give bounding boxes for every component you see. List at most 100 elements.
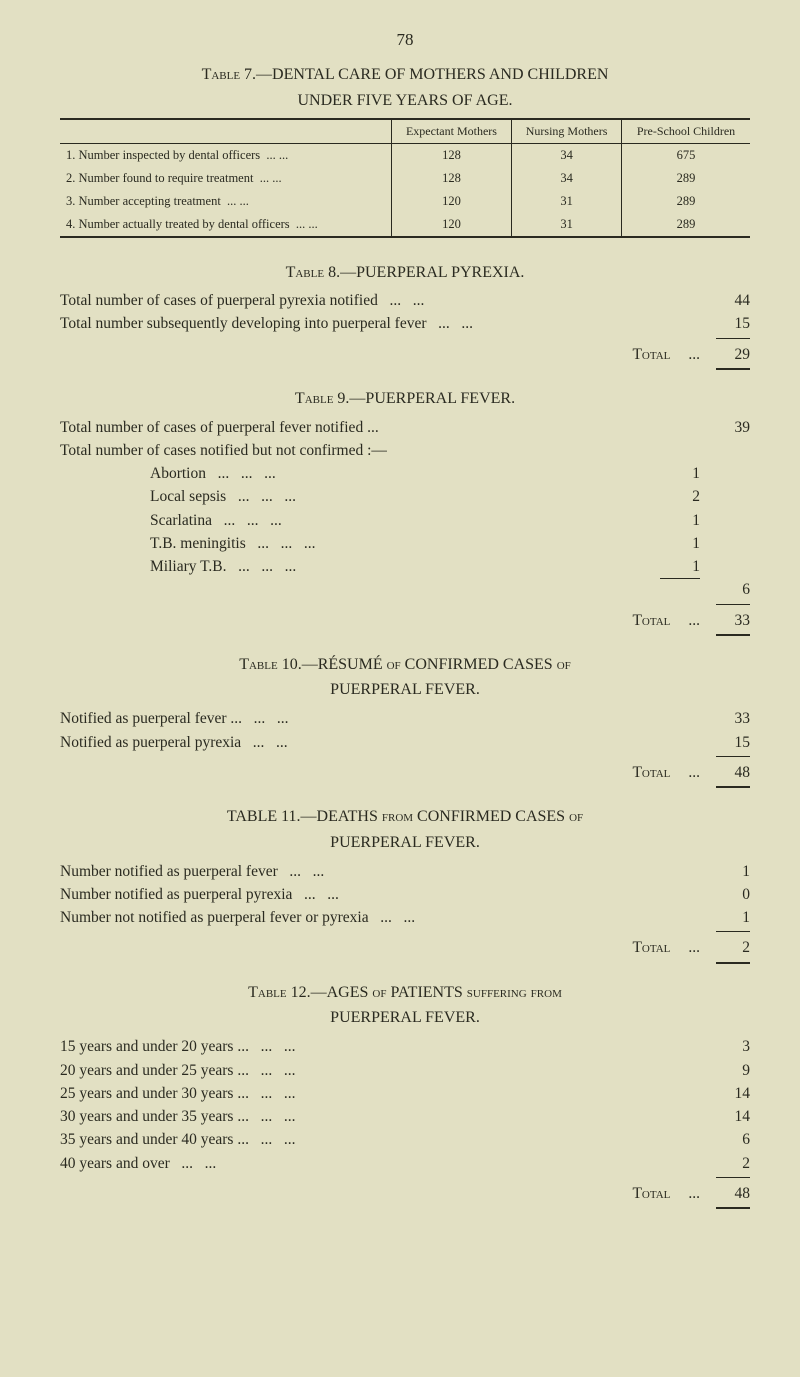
row-label: Total number of cases of puerperal pyrex… xyxy=(60,289,700,312)
table-row: Miliary T.B. ... ... ...1 xyxy=(150,555,750,578)
row-label: Number notified as puerperal fever ... .… xyxy=(60,860,700,883)
cell: 289 xyxy=(621,190,750,213)
row-desc: 4. Number actually treated by dental off… xyxy=(60,213,391,237)
cell: 675 xyxy=(621,143,750,167)
table-row: 2. Number found to require treatment ...… xyxy=(60,167,750,190)
table7: Expectant Mothers Nursing Mothers Pre-Sc… xyxy=(60,118,750,238)
row-value: 1 xyxy=(670,462,700,485)
row-value: 14 xyxy=(700,1082,750,1105)
table9-block: Total number of cases of puerperal fever… xyxy=(60,416,750,636)
document-page: 78 Table 7.—DENTAL CARE OF MOTHERS AND C… xyxy=(0,0,800,1253)
total-label: Total xyxy=(632,1182,670,1205)
row-value: 2 xyxy=(700,1152,750,1175)
row-value: 15 xyxy=(700,731,750,754)
table9-title: Table 9.—PUERPERAL FEVER. xyxy=(60,388,750,410)
total-label: Total xyxy=(632,936,670,959)
table12-block: 15 years and under 20 years ... ... ...3… xyxy=(60,1035,750,1209)
row-desc: 3. Number accepting treatment ... ... xyxy=(60,190,391,213)
table-row: 25 years and under 30 years ... ... ...1… xyxy=(60,1082,750,1105)
col-header: Nursing Mothers xyxy=(512,119,622,144)
table-row: 35 years and under 40 years ... ... ...6 xyxy=(60,1128,750,1151)
col-header: Expectant Mothers xyxy=(391,119,512,144)
table12-title-l1: Table 12.—AGES of PATIENTS suffering fro… xyxy=(60,982,750,1004)
row-label: Total number subsequently developing int… xyxy=(60,312,700,335)
row-value: 9 xyxy=(700,1059,750,1082)
total-label: Total xyxy=(632,343,670,366)
row-desc: 1. Number inspected by dental officers .… xyxy=(60,143,391,167)
row-value: 1 xyxy=(700,906,750,929)
row-label: Miliary T.B. ... ... ... xyxy=(150,555,670,578)
row-label: Number notified as puerperal pyrexia ...… xyxy=(60,883,700,906)
row-value: 1 xyxy=(670,555,700,578)
subtotal: 6 xyxy=(700,578,750,601)
cell: 34 xyxy=(512,143,622,167)
table-row: Notified as puerperal pyrexia ... ...15 xyxy=(60,731,750,754)
row-value: 15 xyxy=(700,312,750,335)
table-row: 30 years and under 35 years ... ... ...1… xyxy=(60,1105,750,1128)
row-value: 1 xyxy=(670,509,700,532)
row-label: Abortion ... ... ... xyxy=(150,462,670,485)
cell: 120 xyxy=(391,190,512,213)
table7-subtitle: UNDER FIVE YEARS OF AGE. xyxy=(60,92,750,110)
total-value: 33 xyxy=(700,609,750,632)
row-label: 35 years and under 40 years ... ... ... xyxy=(60,1128,700,1151)
table-row: Total number subsequently developing int… xyxy=(60,312,750,335)
table8-title: Table 8.—PUERPERAL PYREXIA. xyxy=(60,262,750,284)
total-value: 2 xyxy=(700,936,750,959)
row-value: 44 xyxy=(700,289,750,312)
row-label: Total number of cases notified but not c… xyxy=(60,439,700,462)
cell: 289 xyxy=(621,213,750,237)
cell: 120 xyxy=(391,213,512,237)
cell: 31 xyxy=(512,190,622,213)
row-label: 30 years and under 35 years ... ... ... xyxy=(60,1105,700,1128)
table-row: 20 years and under 25 years ... ... ...9 xyxy=(60,1059,750,1082)
table11-block: Number notified as puerperal fever ... .… xyxy=(60,860,750,964)
row-label: 20 years and under 25 years ... ... ... xyxy=(60,1059,700,1082)
row-value: 0 xyxy=(700,883,750,906)
row-value: 6 xyxy=(700,1128,750,1151)
table-row: Abortion ... ... ...1 xyxy=(150,462,750,485)
total-value: 29 xyxy=(700,343,750,366)
total-label: Total xyxy=(632,609,670,632)
table-row: Scarlatina ... ... ...1 xyxy=(150,509,750,532)
table-row: 4. Number actually treated by dental off… xyxy=(60,213,750,237)
table-row: Number notified as puerperal pyrexia ...… xyxy=(60,883,750,906)
cell: 31 xyxy=(512,213,622,237)
page-number: 78 xyxy=(60,30,750,50)
row-label: Number not notified as puerperal fever o… xyxy=(60,906,700,929)
table-row: Number notified as puerperal fever ... .… xyxy=(60,860,750,883)
cell: 34 xyxy=(512,167,622,190)
row-value: 1 xyxy=(670,532,700,555)
row-label: Notified as puerperal pyrexia ... ... xyxy=(60,731,700,754)
table-row: 1. Number inspected by dental officers .… xyxy=(60,143,750,167)
table-row: Notified as puerperal fever ... ... ...3… xyxy=(60,707,750,730)
table10-block: Notified as puerperal fever ... ... ...3… xyxy=(60,707,750,788)
cell: 128 xyxy=(391,167,512,190)
row-label: 25 years and under 30 years ... ... ... xyxy=(60,1082,700,1105)
cell: 289 xyxy=(621,167,750,190)
col-header: Pre-School Children xyxy=(621,119,750,144)
table-row: 40 years and over ... ...2 xyxy=(60,1152,750,1175)
table-row: Local sepsis ... ... ...2 xyxy=(150,485,750,508)
row-value: 1 xyxy=(700,860,750,883)
table10-title-l2: PUERPERAL FEVER. xyxy=(60,681,750,699)
total-value: 48 xyxy=(700,1182,750,1205)
row-label: T.B. meningitis ... ... ... xyxy=(150,532,670,555)
table8-block: Total number of cases of puerperal pyrex… xyxy=(60,289,750,370)
row-label: Scarlatina ... ... ... xyxy=(150,509,670,532)
table-row: Number not notified as puerperal fever o… xyxy=(60,906,750,929)
table10-title-l1: Table 10.—RÉSUMÉ of CONFIRMED CASES of xyxy=(60,654,750,676)
cell: 128 xyxy=(391,143,512,167)
total-value: 48 xyxy=(700,761,750,784)
table12-title-l2: PUERPERAL FEVER. xyxy=(60,1009,750,1027)
table11-title-l2: PUERPERAL FEVER. xyxy=(60,834,750,852)
row-value: 14 xyxy=(700,1105,750,1128)
table11-title-l1: TABLE 11.—DEATHS from CONFIRMED CASES of xyxy=(60,806,750,828)
table-row: Total number of cases of puerperal pyrex… xyxy=(60,289,750,312)
table7-title: Table 7.—DENTAL CARE OF MOTHERS AND CHIL… xyxy=(60,64,750,86)
table-row: T.B. meningitis ... ... ...1 xyxy=(150,532,750,555)
row-value: 2 xyxy=(670,485,700,508)
row-label: Notified as puerperal fever ... ... ... xyxy=(60,707,700,730)
row-value: 3 xyxy=(700,1035,750,1058)
row-label: Total number of cases of puerperal fever… xyxy=(60,416,700,439)
